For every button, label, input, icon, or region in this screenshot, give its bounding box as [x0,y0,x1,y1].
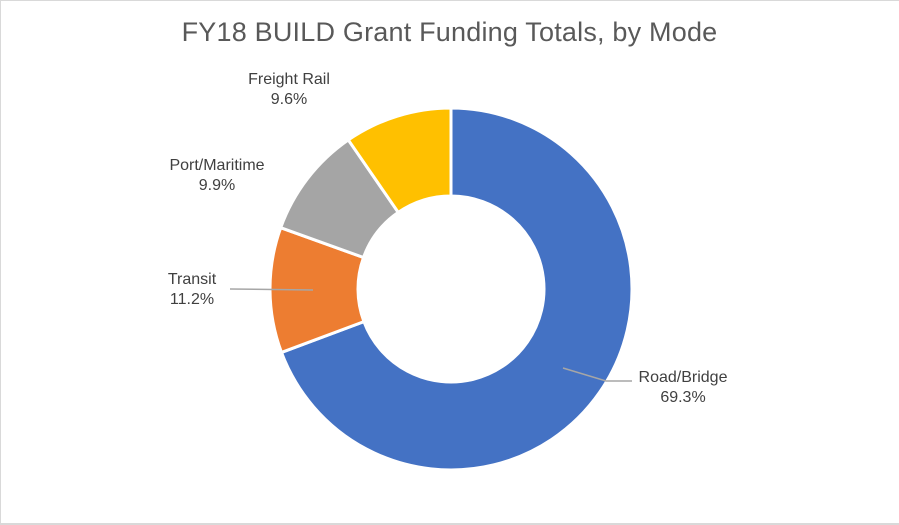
donut-slices [268,106,634,472]
label-value: 9.9% [198,177,236,194]
leader-line-transit [229,288,314,291]
slice-road-bridge [279,106,634,472]
chart-title: FY18 BUILD Grant Funding Totals, by Mode [181,17,718,47]
leader-line-road-bridge [562,367,632,382]
data-label-road-bridge: Road/Bridge 69.3% [628,368,738,408]
data-label-port-maritime: Port/Maritime 9.9% [147,156,287,196]
label-value: 11.2% [169,291,215,308]
label-name: Freight Rail [248,71,330,88]
data-label-transit: Transit 11.2% [160,270,224,310]
label-value: 69.3% [660,389,706,406]
data-label-freight-rail: Freight Rail 9.6% [229,70,349,110]
label-value: 9.6% [270,91,308,108]
slice-freight-rail [346,106,453,215]
label-name: Road/Bridge [638,369,728,386]
label-name: Transit [167,271,217,288]
label-name: Port/Maritime [169,157,265,174]
